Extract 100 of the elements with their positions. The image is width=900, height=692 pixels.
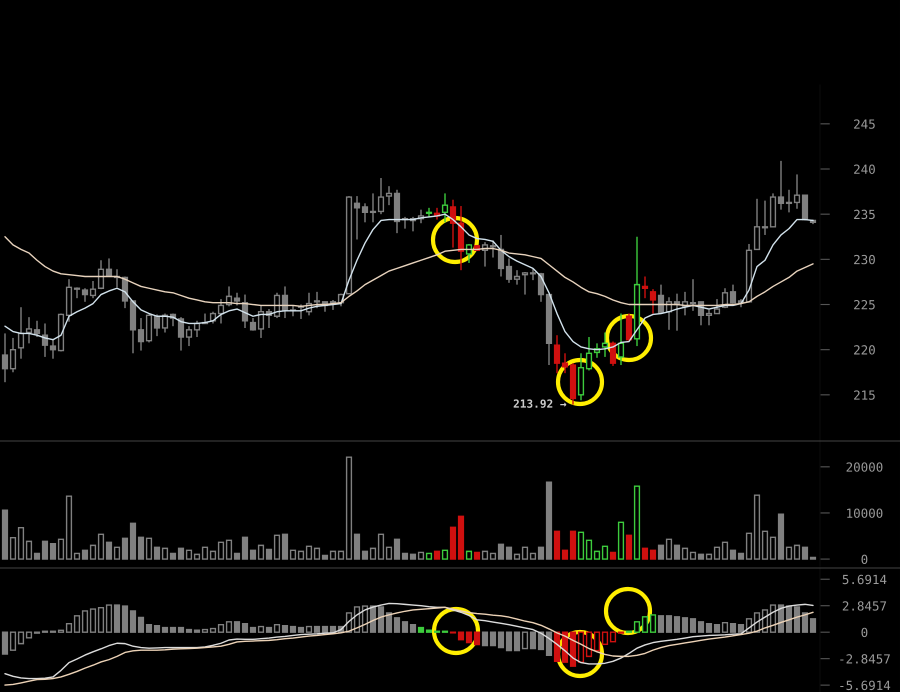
bar: [738, 624, 744, 633]
bar: [730, 623, 736, 633]
bar: [114, 604, 120, 633]
candlestick: [186, 325, 192, 347]
bar: [162, 626, 168, 633]
bar: [362, 550, 368, 560]
bar: [266, 548, 272, 560]
bar: [114, 546, 120, 560]
candlestick: [250, 317, 256, 332]
bar: [82, 550, 88, 560]
y-tick-label: -2.8457: [840, 654, 890, 664]
bar: [154, 546, 160, 560]
bar: [322, 554, 328, 560]
bar: [346, 456, 352, 560]
bar: [186, 628, 192, 633]
candlestick: [2, 332, 8, 383]
bar: [642, 616, 648, 633]
bar: [250, 626, 256, 633]
bar: [586, 540, 592, 560]
bar: [218, 624, 224, 633]
candlestick: [442, 192, 448, 223]
bar: [10, 536, 16, 560]
bar: [130, 610, 136, 633]
bar: [562, 550, 568, 560]
bar: [690, 552, 696, 560]
candlestick: [778, 160, 784, 210]
bar: [122, 538, 128, 560]
bar: [610, 552, 616, 560]
candlestick: [506, 258, 512, 284]
bar: [98, 534, 104, 560]
bar: [514, 631, 520, 652]
bar: [426, 552, 432, 560]
y-tick-label: 0: [861, 554, 868, 564]
bar: [226, 621, 232, 633]
bar: [266, 626, 272, 633]
candlestick: [378, 177, 384, 215]
candlestick: [642, 276, 648, 299]
bar: [90, 608, 96, 633]
candlestick: [362, 202, 368, 223]
bar: [586, 631, 592, 658]
bar: [418, 552, 424, 560]
bar: [418, 626, 424, 633]
bar: [706, 623, 712, 633]
bar: [2, 631, 8, 655]
bar: [466, 631, 472, 644]
bar: [90, 544, 96, 560]
bar: [50, 542, 56, 560]
bar: [802, 546, 808, 560]
bar: [74, 552, 80, 560]
bar: [794, 544, 800, 560]
bar: [474, 552, 480, 560]
bar: [514, 554, 520, 560]
bar: [610, 631, 616, 642]
bar: [474, 631, 480, 646]
bar: [482, 631, 488, 646]
candlestick: [530, 268, 536, 281]
bar: [170, 626, 176, 633]
bar: [770, 536, 776, 560]
bar: [314, 548, 320, 560]
bar: [458, 631, 464, 640]
bar: [226, 540, 232, 560]
candlestick: [626, 312, 632, 342]
bar: [506, 631, 512, 652]
bar: [746, 532, 752, 560]
candlestick: [34, 320, 40, 338]
bar: [522, 546, 528, 560]
bar: [706, 554, 712, 560]
bar: [66, 623, 72, 633]
bar: [242, 623, 248, 633]
bar: [234, 621, 240, 633]
bar: [290, 550, 296, 560]
bar: [66, 496, 72, 560]
bar: [594, 550, 600, 560]
bar: [98, 607, 104, 633]
candlestick: [794, 174, 800, 210]
candlestick: [602, 332, 608, 358]
bar: [714, 624, 720, 633]
annotation: 213.92 →: [514, 399, 566, 408]
bar: [258, 544, 264, 560]
bar: [74, 615, 80, 633]
candlestick: [26, 316, 32, 344]
bar: [298, 550, 304, 560]
bar: [106, 604, 112, 633]
bar: [378, 534, 384, 560]
bar: [290, 626, 296, 633]
bar: [298, 626, 304, 633]
candlestick: [562, 352, 568, 374]
bar: [538, 546, 544, 560]
candlestick: [690, 278, 696, 312]
bar: [634, 621, 640, 633]
candlestick: [18, 306, 24, 360]
y-tick-label: -5.6914: [840, 680, 890, 690]
bar: [218, 542, 224, 560]
bar: [578, 631, 584, 663]
bar: [58, 538, 64, 560]
bar: [210, 550, 216, 560]
bar: [10, 631, 16, 651]
bar: [394, 538, 400, 560]
bar: [386, 612, 392, 633]
candlestick: [234, 292, 240, 306]
